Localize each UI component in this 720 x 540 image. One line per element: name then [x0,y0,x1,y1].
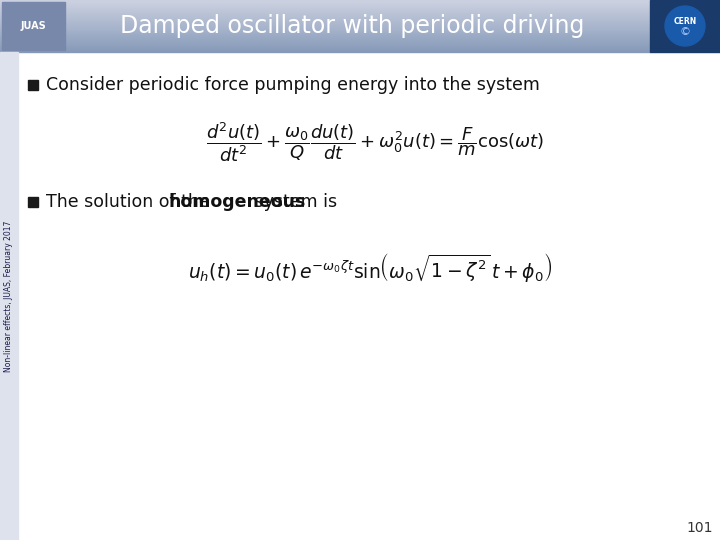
Bar [0,13,650,14]
Bar [0,44,650,45]
Bar [0,6,650,7]
Bar [0,31,650,32]
Bar [0,17,650,18]
Circle shape [665,6,705,46]
Bar [0,5,650,6]
Text: homogeneous: homogeneous [169,193,307,211]
Bar [0,22,650,23]
Text: 101: 101 [687,521,714,535]
Bar [0,38,650,39]
Bar [0,35,650,36]
Bar [0,26,650,27]
Bar [0,10,650,11]
Bar [0,48,650,49]
Text: $u_h(t) = u_0(t)\,e^{-\omega_0 \zeta t}\sin\!\left(\omega_0\sqrt{1-\zeta^2}\,t +: $u_h(t) = u_0(t)\,e^{-\omega_0 \zeta t}\… [188,252,552,285]
Bar [0,18,650,19]
Bar [0,7,650,8]
Bar [0,49,650,50]
Text: Non-linear effects, JUAS, February 2017: Non-linear effects, JUAS, February 2017 [4,220,14,372]
Bar [0,21,650,22]
Bar [0,42,650,43]
Bar [0,32,650,33]
Bar [0,43,650,44]
Bar [0,52,18,540]
Bar [0,12,650,13]
Bar [0,37,650,38]
Bar [28,197,38,207]
Bar [0,33,650,34]
Bar [0,29,650,30]
Text: The solution of the: The solution of the [46,193,215,211]
Bar [0,40,650,41]
Bar [0,51,650,52]
Bar [0,15,650,16]
Bar [0,8,650,9]
Bar [0,2,650,3]
Bar [2,2,65,50]
Bar [0,34,650,35]
Bar [0,50,650,51]
Bar [0,3,650,4]
Bar [650,0,720,52]
Bar [0,1,650,2]
Text: $\dfrac{d^2u(t)}{dt^2} + \dfrac{\omega_0}{Q}\dfrac{du(t)}{dt} + \omega_0^2 u(t) : $\dfrac{d^2u(t)}{dt^2} + \dfrac{\omega_0… [206,120,544,164]
Bar [0,27,650,28]
Bar [0,11,650,12]
Text: JUAS: JUAS [20,21,46,31]
Bar [0,4,650,5]
Bar [0,0,650,1]
Bar [0,30,650,31]
Text: ©: © [680,27,690,37]
Bar [0,19,650,20]
Text: Consider periodic force pumping energy into the system: Consider periodic force pumping energy i… [46,76,540,94]
Bar [0,36,650,37]
Bar [0,20,650,21]
Bar [0,41,650,42]
Text: Damped oscillator with periodic driving: Damped oscillator with periodic driving [120,14,584,38]
Bar [0,23,650,24]
Bar [0,9,650,10]
Text: system is: system is [249,193,338,211]
Text: CERN: CERN [673,17,697,26]
Bar [0,28,650,29]
Bar [0,14,650,15]
Bar [0,39,650,40]
Bar [0,25,650,26]
Bar [0,24,650,25]
Bar [0,46,650,47]
Bar [28,80,38,90]
Bar [0,16,650,17]
Bar [0,47,650,48]
Bar [0,45,650,46]
